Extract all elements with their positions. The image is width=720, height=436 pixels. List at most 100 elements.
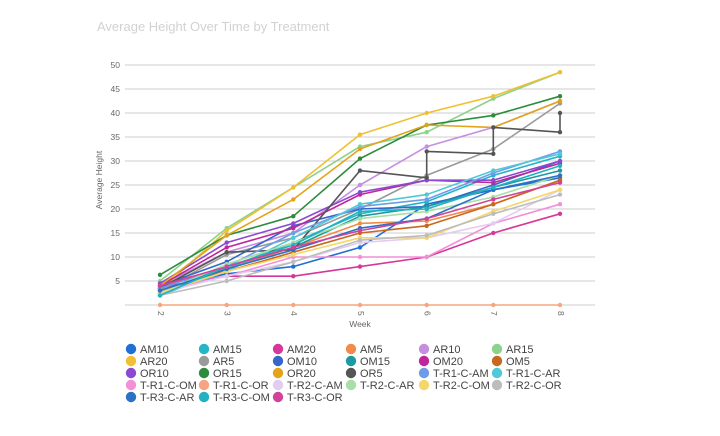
legend-label: AR5 xyxy=(213,356,234,368)
data-point-ar10 xyxy=(357,182,363,188)
data-point-t-r1-c-or xyxy=(557,302,563,308)
data-point-or5 xyxy=(557,110,563,116)
data-point-t-r1-c-or xyxy=(291,302,296,308)
legend-item-or10[interactable]: OR10 xyxy=(125,367,169,380)
legend-marker xyxy=(198,343,210,355)
data-point-t-r2-c-or xyxy=(557,192,563,197)
legend-label: T-R3-C-AR xyxy=(140,392,194,404)
x-tick-label: 3 xyxy=(222,311,232,316)
data-point-t-r1-c-or xyxy=(424,302,429,308)
legend-label: AR15 xyxy=(506,344,534,356)
legend-label: AM15 xyxy=(213,344,242,356)
legend-label: AM20 xyxy=(287,344,316,356)
y-tick-label: 15 xyxy=(111,228,121,238)
data-point-t-r2-c-or xyxy=(224,278,229,284)
legend-item-t-r3-c-om[interactable]: T-R3-C-OM xyxy=(198,391,270,404)
data-point-am20 xyxy=(357,264,363,269)
chart-title: Average Height Over Time by Treatment xyxy=(97,19,330,34)
data-point-t-r3-c-or xyxy=(157,283,163,288)
data-point-t-r1-c-or xyxy=(357,302,363,308)
legend-item-t-r2-c-am[interactable]: T-R2-C-AM xyxy=(272,379,343,392)
data-point-t-r3-c-om xyxy=(357,209,363,214)
legend-item-t-r2-c-ar[interactable]: T-R2-C-AR xyxy=(345,379,415,392)
legend-marker xyxy=(198,391,210,403)
legend-item-t-r2-c-or[interactable]: T-R2-C-OR xyxy=(491,379,562,392)
data-point-t-r3-c-om xyxy=(557,163,563,168)
data-point-ar20 xyxy=(491,94,496,99)
x-tick-label: 5 xyxy=(356,311,366,316)
data-point-or10 xyxy=(357,190,363,195)
legend-marker xyxy=(272,355,284,367)
data-point-t-r1-c-or xyxy=(157,302,163,308)
legend-marker xyxy=(491,343,503,355)
legend-item-ar10[interactable]: AR10 xyxy=(418,343,461,356)
data-point-t-r3-c-om xyxy=(424,206,429,212)
legend-marker xyxy=(491,355,503,367)
data-point-or20 xyxy=(357,146,363,152)
x-tick-label: 2 xyxy=(156,311,166,316)
y-tick-label: 35 xyxy=(111,132,121,142)
legend-label: T-R2-C-OM xyxy=(433,380,490,392)
data-point-om5 xyxy=(491,202,496,207)
x-axis-ticks: 2 3 4 5 6 7 8 xyxy=(156,311,566,316)
legend-label: OM20 xyxy=(433,356,463,368)
legend-item-t-r1-c-am[interactable]: T-R1-C-AM xyxy=(418,367,489,380)
legend-marker xyxy=(345,379,357,391)
legend-marker xyxy=(418,343,430,355)
data-point-t-r1-c-om xyxy=(557,202,563,207)
data-point-ar10 xyxy=(424,144,429,149)
y-tick-label: 45 xyxy=(111,84,121,94)
data-point-t-r3-c-om xyxy=(491,185,496,190)
legend-label: AR10 xyxy=(433,344,461,356)
data-point-t-r1-c-am xyxy=(291,230,296,236)
data-point-ar20 xyxy=(357,132,363,137)
legend-item-or5[interactable]: OR5 xyxy=(345,367,383,380)
data-point-or20 xyxy=(224,233,229,238)
data-point-t-r1-c-om xyxy=(424,254,429,260)
legend-marker xyxy=(418,355,430,367)
data-point-t-r3-c-ar xyxy=(157,288,163,293)
legend-item-ar15[interactable]: AR15 xyxy=(491,343,534,356)
y-tick-label: 40 xyxy=(111,108,121,118)
legend-item-om20[interactable]: OM20 xyxy=(418,355,463,368)
legend-item-om15[interactable]: OM15 xyxy=(345,355,390,368)
legend-label: T-R2-C-AM xyxy=(287,380,343,392)
data-point-t-r3-c-om xyxy=(157,293,163,298)
legend-marker xyxy=(198,379,210,391)
legend-item-am20[interactable]: AM20 xyxy=(272,343,316,356)
legend-item-or20[interactable]: OR20 xyxy=(272,367,316,380)
legend-item-am10[interactable]: AM10 xyxy=(125,343,169,356)
data-point-or10 xyxy=(491,178,496,183)
legend-item-om5[interactable]: OM5 xyxy=(491,355,530,368)
legend-label: OR20 xyxy=(287,368,316,380)
legend-item-am5[interactable]: AM5 xyxy=(345,343,383,356)
legend-item-t-r1-c-om[interactable]: T-R1-C-OM xyxy=(125,379,197,392)
legend-item-om10[interactable]: OM10 xyxy=(272,355,317,368)
data-point-t-r3-c-or xyxy=(291,245,296,250)
y-tick-label: 20 xyxy=(111,204,121,214)
legend-item-or15[interactable]: OR15 xyxy=(198,367,242,380)
legend-item-t-r2-c-om[interactable]: T-R2-C-OM xyxy=(418,379,490,392)
data-point-t-r3-c-or xyxy=(491,197,496,202)
legend-item-t-r3-c-or[interactable]: T-R3-C-OR xyxy=(272,391,343,404)
legend-label: OM15 xyxy=(360,356,390,368)
data-point-t-r2-c-or xyxy=(424,233,429,238)
legend-marker xyxy=(272,367,284,379)
legend-label: T-R1-C-OM xyxy=(140,380,197,392)
data-point-or15 xyxy=(157,272,163,277)
legend-label: OR10 xyxy=(140,368,169,380)
data-point-t-r2-c-ar xyxy=(357,216,363,221)
data-point-or5 xyxy=(357,168,363,173)
legend-marker xyxy=(345,367,357,379)
legend-item-ar5[interactable]: AR5 xyxy=(198,355,235,368)
legend-item-t-r3-c-ar[interactable]: T-R3-C-AR xyxy=(125,391,195,404)
data-point-t-r3-c-or xyxy=(357,228,363,233)
data-point-om20 xyxy=(291,226,296,231)
legend-item-am15[interactable]: AM15 xyxy=(198,343,242,356)
legend-item-ar20[interactable]: AR20 xyxy=(125,355,168,368)
legend-item-t-r1-c-or[interactable]: T-R1-C-OR xyxy=(198,379,269,392)
data-point-t-r3-c-or xyxy=(424,216,429,221)
legend-item-t-r1-c-ar[interactable]: T-R1-C-AR xyxy=(491,367,561,380)
data-point-ar20 xyxy=(291,185,296,190)
